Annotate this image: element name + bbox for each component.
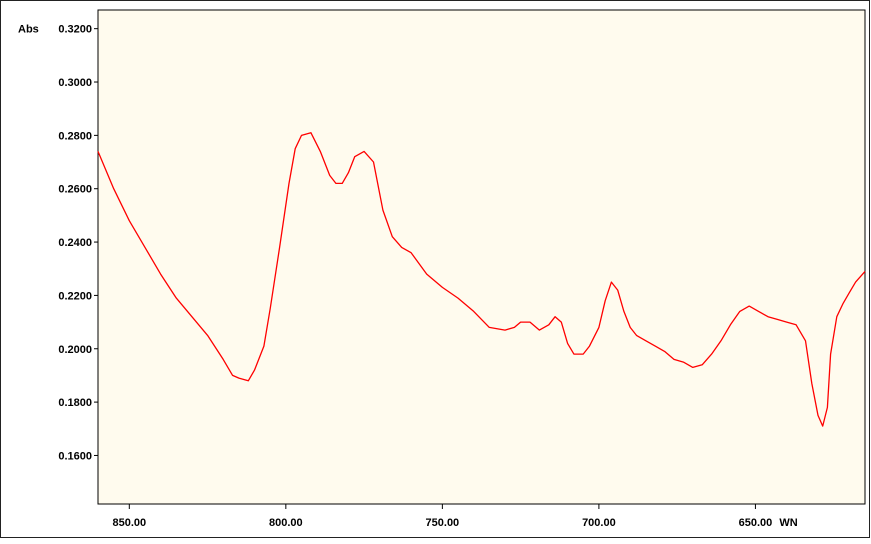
y-axis-label: Abs <box>18 24 39 36</box>
spectrum-line <box>97 132 866 427</box>
y-tick-label: 0.2200 <box>58 290 92 302</box>
plot-area <box>97 9 866 505</box>
y-tick-label: 0.1600 <box>58 450 92 462</box>
y-tick-label: 0.3000 <box>58 77 92 89</box>
x-axis-label: WN <box>779 517 797 529</box>
y-tick-label: 0.2800 <box>58 130 92 142</box>
y-tick-label: 0.2400 <box>58 237 92 249</box>
y-tick-label: 0.2000 <box>58 344 92 356</box>
series-layer <box>97 132 866 427</box>
x-tick-label: 650.00 <box>739 517 773 529</box>
x-tick-label: 750.00 <box>426 517 460 529</box>
x-tick-label: 850.00 <box>112 517 146 529</box>
x-tick-label: 800.00 <box>269 517 303 529</box>
y-axis: 0.3200 0.3000 0.2800 0.2600 0.2400 0.2200 0.20… <box>58 24 98 462</box>
y-tick-label: 0.2600 <box>58 184 92 196</box>
y-tick-label: 0.3200 <box>58 24 92 36</box>
x-axis: 850.00 800.00 750.00 700.00 650.00 <box>112 504 772 529</box>
y-tick-label: 0.1800 <box>58 397 92 409</box>
x-tick-label: 700.00 <box>582 517 616 529</box>
